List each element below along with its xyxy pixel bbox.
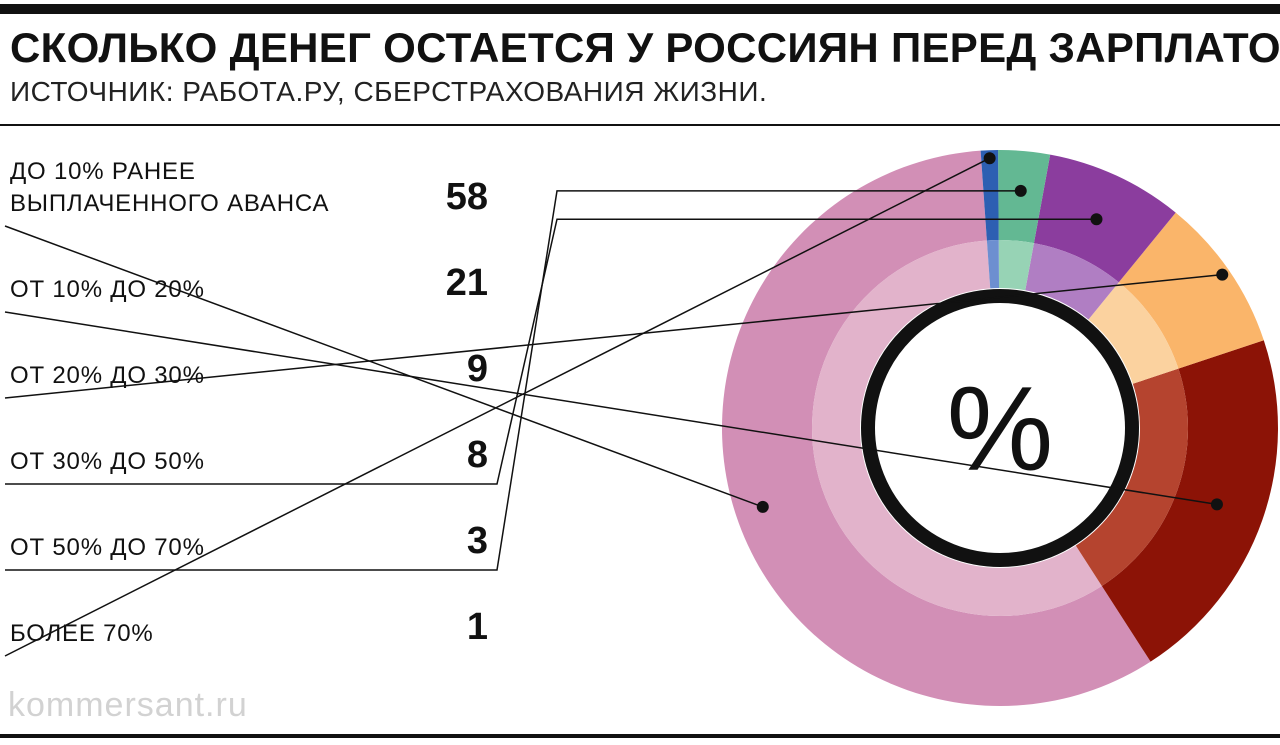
value-label-6: 1 (466, 606, 488, 648)
chart-source: ИСТОЧНИК: РАБОТА.РУ, СБЕРСТРАХОВАНИЯ ЖИЗ… (10, 76, 768, 107)
chart-title: СКОЛЬКО ДЕНЕГ ОСТАЕТСЯ У РОССИЯН ПЕРЕД З… (10, 24, 1280, 71)
pie-slice-inner-6 (986, 240, 1000, 289)
top-rule (0, 4, 1280, 14)
leader-dot-6 (983, 152, 996, 165)
percent-symbol: % (947, 362, 1054, 496)
value-label-5: 3 (466, 520, 488, 562)
leader-line-6 (4, 157, 990, 657)
pie-slice-inner-2 (1075, 368, 1189, 587)
pie-slice-outer-4 (1033, 154, 1176, 283)
leader-dot-1 (756, 500, 769, 513)
pie-slice-outer-2 (1101, 340, 1278, 662)
leader-line-3 (4, 273, 1223, 399)
value-label-3: 9 (466, 348, 488, 390)
leader-dot-5 (1014, 184, 1027, 197)
category-label-4: ОТ 30% ДО 50% (10, 448, 205, 475)
pie-slice-outer-6 (980, 150, 999, 241)
leader-line-5 (5, 190, 1021, 571)
leader-dot-4 (1090, 213, 1103, 226)
pie-slice-inner-5 (998, 240, 1034, 291)
category-label-1: ДО 10% РАНЕЕ ВЫПЛАЧЕННОГО АВАНСА (10, 158, 330, 217)
category-label-6: БОЛЕЕ 70% (10, 620, 154, 647)
pie-slice-inner-4 (1025, 243, 1119, 320)
pie-slice-outer-3 (1118, 212, 1264, 369)
leader-dot-2 (1210, 498, 1223, 511)
watermark: kommersant.ru (8, 686, 248, 724)
category-label-2: ОТ 10% ДО 20% (10, 276, 205, 303)
value-label-1: 58 (445, 176, 488, 218)
pie-slice-outer-1 (722, 150, 1151, 707)
category-label-3: ОТ 20% ДО 30% (10, 362, 205, 389)
header-divider (0, 124, 1280, 126)
bottom-rule (0, 734, 1280, 738)
value-label-4: 8 (466, 434, 488, 476)
pie-slice-inner-3 (1088, 282, 1179, 384)
center-ring (861, 289, 1139, 567)
value-label-2: 21 (445, 262, 488, 304)
leader-dot-3 (1216, 268, 1229, 281)
leader-line-2 (4, 311, 1218, 506)
category-label-5: ОТ 50% ДО 70% (10, 534, 205, 561)
leader-line-1 (4, 225, 764, 508)
leader-line-4 (5, 218, 1097, 485)
pie-slice-inner-1 (811, 240, 1102, 617)
